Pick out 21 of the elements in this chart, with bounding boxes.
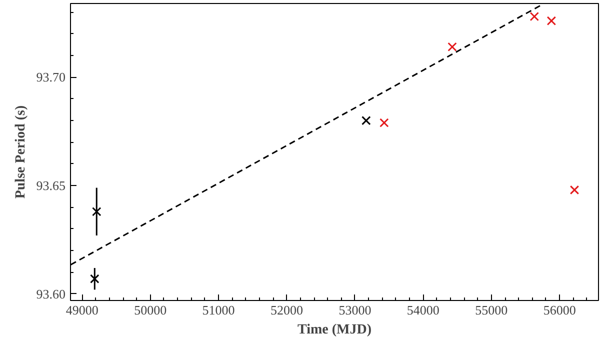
point bbox=[546, 16, 556, 26]
x-tick-label: 49000 bbox=[66, 302, 98, 318]
x-tick-label: 55000 bbox=[475, 302, 508, 318]
point bbox=[530, 12, 540, 22]
point bbox=[90, 274, 100, 284]
point bbox=[92, 206, 102, 216]
y-tick-label: 93.65 bbox=[36, 178, 66, 194]
x-tick-label: 54000 bbox=[406, 302, 440, 318]
x-tick-label: 56000 bbox=[543, 302, 576, 318]
point bbox=[570, 185, 580, 195]
x-tick-label: 51000 bbox=[202, 302, 235, 318]
y-tick-label: 93.70 bbox=[36, 70, 66, 85]
x-tick-label: 53000 bbox=[338, 302, 372, 318]
y-axis-title: Pulse Period (s) bbox=[13, 105, 28, 199]
x-tick-label: 52000 bbox=[270, 302, 303, 318]
point bbox=[380, 118, 389, 128]
y-tick-label: 93.60 bbox=[36, 286, 66, 302]
x-axis-title: Time (MJD) bbox=[298, 322, 372, 338]
x-tick-label: 50000 bbox=[134, 302, 167, 318]
point bbox=[448, 42, 457, 52]
point bbox=[362, 116, 371, 126]
